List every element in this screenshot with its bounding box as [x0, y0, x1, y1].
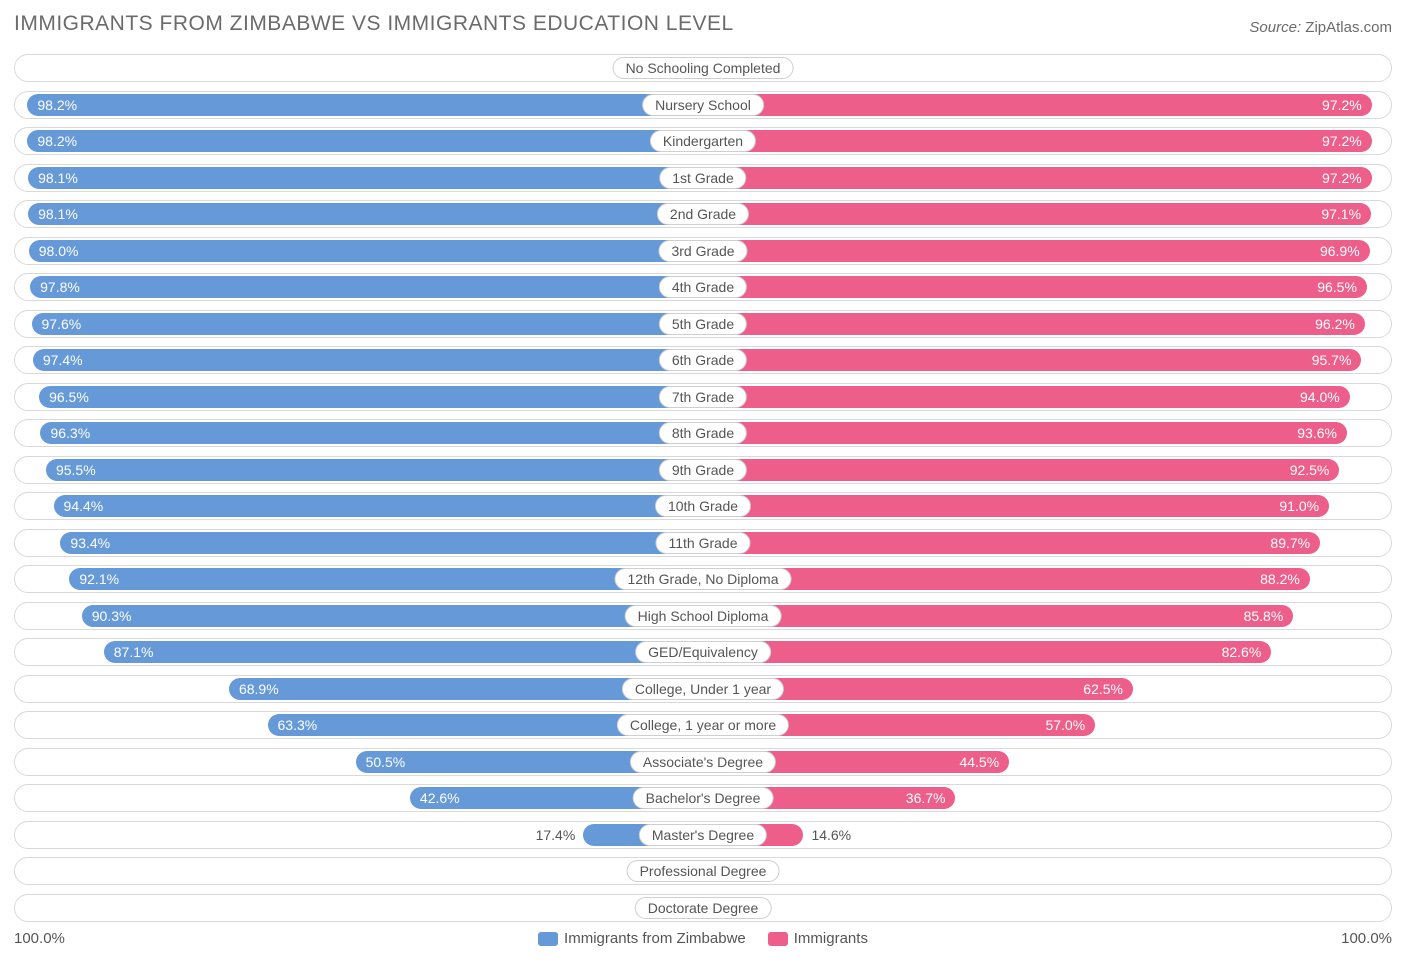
category-label: Doctorate Degree — [635, 897, 772, 919]
bar-left: 94.4% — [54, 495, 703, 517]
category-label: Associate's Degree — [630, 751, 776, 773]
chart-row: 94.4%91.0%10th Grade — [14, 492, 1392, 520]
bar-right: 92.5% — [703, 459, 1339, 481]
category-label: High School Diploma — [625, 605, 782, 627]
bar-left: 98.1% — [28, 203, 703, 225]
category-label: 6th Grade — [659, 349, 747, 371]
bar-right: 95.7% — [703, 349, 1361, 371]
bar-left: 97.4% — [33, 349, 703, 371]
chart-row: 5.3%4.4%Professional Degree — [14, 857, 1392, 885]
chart-header: IMMIGRANTS FROM ZIMBABWE VS IMMIGRANTS E… — [14, 12, 1392, 36]
bar-right: 85.8% — [703, 605, 1293, 627]
category-label: 5th Grade — [659, 313, 747, 335]
category-label: 7th Grade — [659, 386, 747, 408]
bar-left: 98.0% — [29, 240, 703, 262]
chart-row: 97.4%95.7%6th Grade — [14, 346, 1392, 374]
bar-right: 97.2% — [703, 94, 1372, 116]
legend-swatch-left — [538, 932, 558, 946]
category-label: Kindergarten — [650, 130, 756, 152]
bar-right: 94.0% — [703, 386, 1350, 408]
category-label: College, 1 year or more — [617, 714, 789, 736]
bar-left-value: 17.4% — [528, 827, 584, 843]
bar-left: 98.2% — [27, 94, 703, 116]
category-label: 2nd Grade — [657, 203, 749, 225]
chart-footer: 100.0% Immigrants from Zimbabwe Immigran… — [14, 930, 1392, 947]
source-label: Source: — [1249, 19, 1301, 36]
chart-row: 98.2%97.2%Kindergarten — [14, 127, 1392, 155]
bar-right: 96.5% — [703, 276, 1367, 298]
chart-row: 2.2%1.8%Doctorate Degree — [14, 894, 1392, 922]
legend-item-right: Immigrants — [768, 930, 868, 947]
bar-right: 93.6% — [703, 422, 1347, 444]
legend-item-left: Immigrants from Zimbabwe — [538, 930, 746, 947]
category-label: 1st Grade — [659, 167, 746, 189]
chart-row: 98.2%97.2%Nursery School — [14, 91, 1392, 119]
category-label: 12th Grade, No Diploma — [615, 568, 792, 590]
legend: Immigrants from Zimbabwe Immigrants — [65, 930, 1341, 947]
chart-source: Source: ZipAtlas.com — [1249, 19, 1392, 36]
bar-right: 97.1% — [703, 203, 1371, 225]
chart-row: 96.5%94.0%7th Grade — [14, 383, 1392, 411]
category-label: Master's Degree — [639, 824, 767, 846]
bar-right: 96.9% — [703, 240, 1370, 262]
chart-row: 98.1%97.2%1st Grade — [14, 164, 1392, 192]
bar-right: 97.2% — [703, 167, 1372, 189]
category-label: No Schooling Completed — [613, 57, 794, 79]
butterfly-chart: 1.9%2.8%No Schooling Completed98.2%97.2%… — [14, 54, 1392, 922]
bar-left: 96.5% — [39, 386, 703, 408]
bar-right: 88.2% — [703, 568, 1310, 590]
bar-left: 90.3% — [82, 605, 703, 627]
category-label: 8th Grade — [659, 422, 747, 444]
bar-right: 97.2% — [703, 130, 1372, 152]
source-value: ZipAtlas.com — [1305, 19, 1392, 36]
axis-max-left: 100.0% — [14, 930, 65, 947]
category-label: 4th Grade — [659, 276, 747, 298]
chart-row: 92.1%88.2%12th Grade, No Diploma — [14, 565, 1392, 593]
bar-left: 92.1% — [69, 568, 703, 590]
category-label: Bachelor's Degree — [633, 787, 774, 809]
chart-row: 98.0%96.9%3rd Grade — [14, 237, 1392, 265]
bar-left: 98.1% — [28, 167, 703, 189]
bar-left: 87.1% — [104, 641, 703, 663]
chart-row: 17.4% 14.6% Master's Degree — [14, 821, 1392, 849]
chart-row: 95.5%92.5%9th Grade — [14, 456, 1392, 484]
category-label: 10th Grade — [655, 495, 751, 517]
category-label: 9th Grade — [659, 459, 747, 481]
bar-left: 96.3% — [40, 422, 703, 444]
bar-right-value: 14.6% — [803, 827, 859, 843]
bar-left: 93.4% — [60, 532, 703, 554]
chart-row: 97.8%96.5%4th Grade — [14, 273, 1392, 301]
chart-row: 93.4%89.7%11th Grade — [14, 529, 1392, 557]
bar-right: 96.2% — [703, 313, 1365, 335]
category-label: Nursery School — [642, 94, 764, 116]
chart-row: 90.3%85.8%High School Diploma — [14, 602, 1392, 630]
chart-row: 63.3%57.0%College, 1 year or more — [14, 711, 1392, 739]
bar-right: 89.7% — [703, 532, 1320, 554]
bar-left: 95.5% — [46, 459, 703, 481]
legend-label-left: Immigrants from Zimbabwe — [564, 930, 746, 947]
legend-label-right: Immigrants — [794, 930, 868, 947]
legend-swatch-right — [768, 932, 788, 946]
chart-row: 50.5%44.5%Associate's Degree — [14, 748, 1392, 776]
chart-row: 96.3%93.6%8th Grade — [14, 419, 1392, 447]
bar-left: 98.2% — [27, 130, 703, 152]
category-label: 11th Grade — [655, 532, 750, 554]
chart-row: 1.9%2.8%No Schooling Completed — [14, 54, 1392, 82]
chart-title: IMMIGRANTS FROM ZIMBABWE VS IMMIGRANTS E… — [14, 12, 734, 36]
chart-row: 68.9%62.5%College, Under 1 year — [14, 675, 1392, 703]
axis-max-right: 100.0% — [1341, 930, 1392, 947]
category-label: College, Under 1 year — [622, 678, 784, 700]
chart-row: 98.1%97.1%2nd Grade — [14, 200, 1392, 228]
bar-left: 97.8% — [30, 276, 703, 298]
category-label: GED/Equivalency — [635, 641, 771, 663]
chart-row: 87.1%82.6%GED/Equivalency — [14, 638, 1392, 666]
bar-right: 82.6% — [703, 641, 1271, 663]
chart-row: 97.6%96.2%5th Grade — [14, 310, 1392, 338]
category-label: 3rd Grade — [658, 240, 747, 262]
bar-right: 91.0% — [703, 495, 1329, 517]
bar-left: 97.6% — [32, 313, 703, 335]
chart-row: 42.6%36.7%Bachelor's Degree — [14, 784, 1392, 812]
category-label: Professional Degree — [627, 860, 780, 882]
